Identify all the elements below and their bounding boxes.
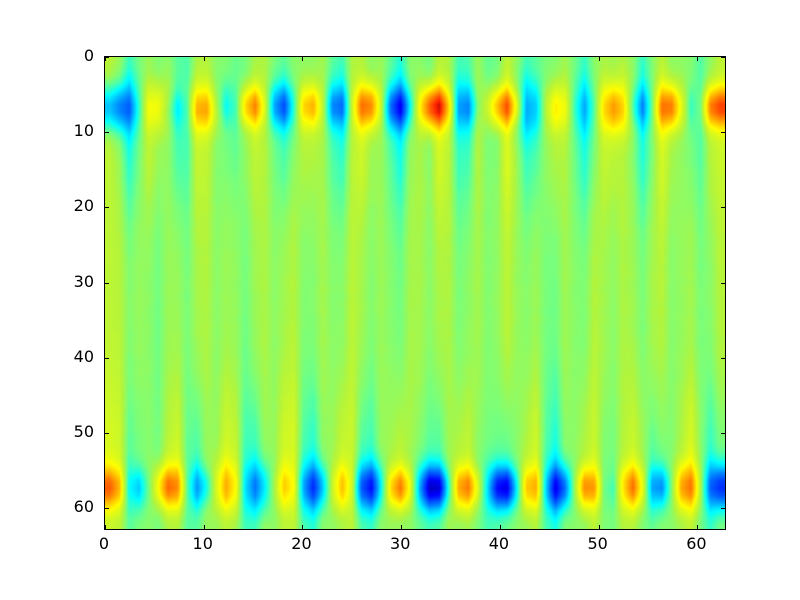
y-tick-mark (721, 358, 725, 359)
x-tick-mark (697, 525, 698, 529)
x-tick-mark (105, 57, 106, 61)
y-tick-label: 20 (73, 196, 94, 216)
x-tick-mark (204, 525, 205, 529)
heatmap-image (105, 57, 725, 529)
y-tick-mark (105, 358, 109, 359)
x-tick-mark (599, 525, 600, 529)
y-tick-label: 60 (73, 497, 94, 517)
y-tick-label: 50 (73, 422, 94, 442)
x-tick-mark (302, 525, 303, 529)
x-tick-label: 50 (587, 534, 608, 553)
y-tick-mark (105, 57, 109, 58)
x-tick-mark (401, 57, 402, 61)
y-tick-mark (105, 433, 109, 434)
x-tick-label: 40 (488, 534, 510, 553)
y-tick-mark (721, 508, 725, 509)
x-tick-mark (697, 57, 698, 61)
x-tick-mark (599, 57, 600, 61)
heatmap-axes[interactable] (104, 56, 726, 530)
y-tick-label: 40 (73, 346, 94, 366)
x-tick-label: 10 (192, 534, 213, 553)
x-tick-label: 60 (686, 534, 707, 553)
x-tick-label: 20 (291, 534, 312, 553)
x-tick-label: 30 (390, 534, 411, 553)
x-tick-mark (401, 525, 402, 529)
y-tick-mark (105, 207, 109, 208)
y-tick-mark (721, 132, 725, 133)
y-tick-mark (721, 283, 725, 284)
x-tick-mark (204, 57, 205, 61)
y-tick-label: 30 (73, 271, 94, 291)
y-tick-label: 0 (83, 46, 94, 65)
y-tick-mark (721, 433, 725, 434)
y-tick-mark (105, 132, 109, 133)
x-tick-mark (500, 525, 501, 529)
x-tick-label: 0 (98, 534, 110, 553)
y-tick-mark (721, 57, 725, 58)
y-tick-mark (105, 283, 109, 284)
y-tick-label: 10 (73, 121, 94, 141)
x-tick-mark (105, 525, 106, 529)
x-tick-mark (500, 57, 501, 61)
y-tick-mark (721, 207, 725, 208)
x-tick-mark (302, 57, 303, 61)
y-tick-mark (105, 508, 109, 509)
